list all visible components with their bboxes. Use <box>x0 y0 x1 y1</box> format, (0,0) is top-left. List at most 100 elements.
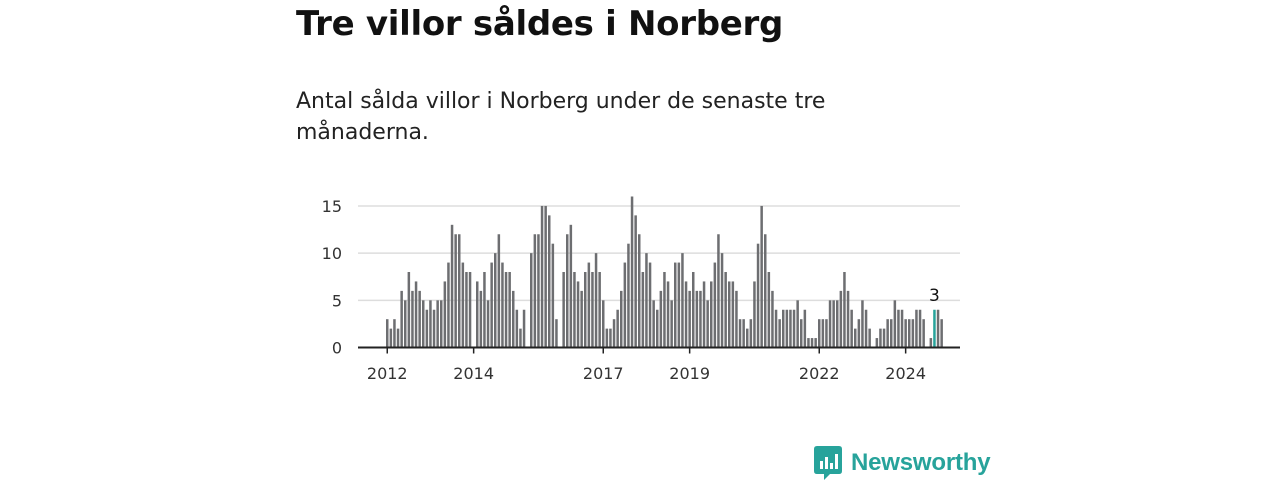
bar <box>400 290 403 348</box>
bar <box>720 253 724 348</box>
bar <box>591 272 594 348</box>
bar <box>839 290 843 348</box>
bar <box>742 319 745 348</box>
bar <box>432 309 436 348</box>
bar <box>659 290 663 348</box>
bar <box>616 309 619 348</box>
bar <box>418 290 421 348</box>
bar <box>850 309 853 348</box>
bar <box>778 319 781 348</box>
bar <box>656 309 659 348</box>
bar <box>681 253 684 348</box>
bar <box>465 272 468 348</box>
y-tick-label: 15 <box>322 197 342 216</box>
bar <box>699 290 702 348</box>
bar <box>843 272 846 348</box>
bar <box>598 272 601 348</box>
bar <box>890 319 893 348</box>
bar <box>501 262 504 348</box>
bar <box>468 272 472 348</box>
bar <box>670 300 673 348</box>
bars <box>386 196 943 348</box>
bar <box>562 272 565 348</box>
bar <box>738 319 742 348</box>
bar <box>519 328 522 348</box>
highlight-bar <box>933 309 936 348</box>
bar <box>684 281 688 348</box>
bar <box>666 281 670 348</box>
page-title: Tre villor såldes i Norberg <box>296 4 783 44</box>
bar <box>688 290 691 348</box>
bar <box>645 253 648 348</box>
bar <box>724 272 727 348</box>
bar <box>828 300 832 348</box>
bar <box>573 272 576 348</box>
bar <box>483 272 486 348</box>
bar <box>868 328 871 348</box>
bar <box>440 300 443 348</box>
bar <box>854 328 857 348</box>
bar <box>846 290 850 348</box>
bar <box>857 319 861 348</box>
bar <box>533 234 537 348</box>
bar <box>386 319 389 348</box>
bar <box>792 309 796 348</box>
bar <box>796 300 799 348</box>
bar <box>393 319 396 348</box>
bar <box>731 281 735 348</box>
bar <box>609 328 612 348</box>
bar <box>494 253 497 348</box>
bar <box>648 262 652 348</box>
bar <box>479 290 483 348</box>
bar <box>774 309 778 348</box>
x-tick-label: 2019 <box>669 364 710 383</box>
bar <box>461 262 465 348</box>
bar <box>512 290 515 348</box>
bar <box>695 290 699 348</box>
data-labels: 3 <box>929 286 940 306</box>
bar <box>818 319 821 348</box>
bar <box>454 234 457 348</box>
bar <box>504 272 508 348</box>
bar <box>879 328 882 348</box>
bar <box>605 328 609 348</box>
bar <box>825 319 828 348</box>
bar <box>407 272 411 348</box>
x-tick-label: 2012 <box>367 364 408 383</box>
bar <box>612 319 616 348</box>
bar <box>717 234 720 348</box>
bar <box>620 290 623 348</box>
bar <box>821 319 825 348</box>
bar <box>904 319 907 348</box>
bar <box>735 290 738 348</box>
bar <box>771 290 774 348</box>
bar <box>893 300 897 348</box>
bar <box>389 328 393 348</box>
bar <box>864 309 868 348</box>
bar <box>490 262 493 348</box>
bar <box>630 196 634 348</box>
bar <box>425 309 429 348</box>
bar <box>764 234 767 348</box>
bar <box>508 272 511 348</box>
bar <box>569 224 573 348</box>
bar <box>674 262 677 348</box>
bar <box>447 262 450 348</box>
bar <box>663 272 666 348</box>
bar <box>436 300 439 348</box>
bar <box>728 281 731 348</box>
bar <box>422 300 425 348</box>
bar <box>530 253 533 348</box>
bar <box>594 253 598 348</box>
bar <box>713 262 717 348</box>
bar <box>897 309 900 348</box>
x-axis-ticks: 2012 2014 2017 2019 2022 2024 <box>367 347 926 383</box>
bar <box>634 215 637 348</box>
bar <box>602 300 605 348</box>
bar <box>623 262 627 348</box>
bar <box>396 328 400 348</box>
bar <box>638 234 641 348</box>
bar <box>450 224 454 348</box>
data-label: 3 <box>929 286 940 306</box>
